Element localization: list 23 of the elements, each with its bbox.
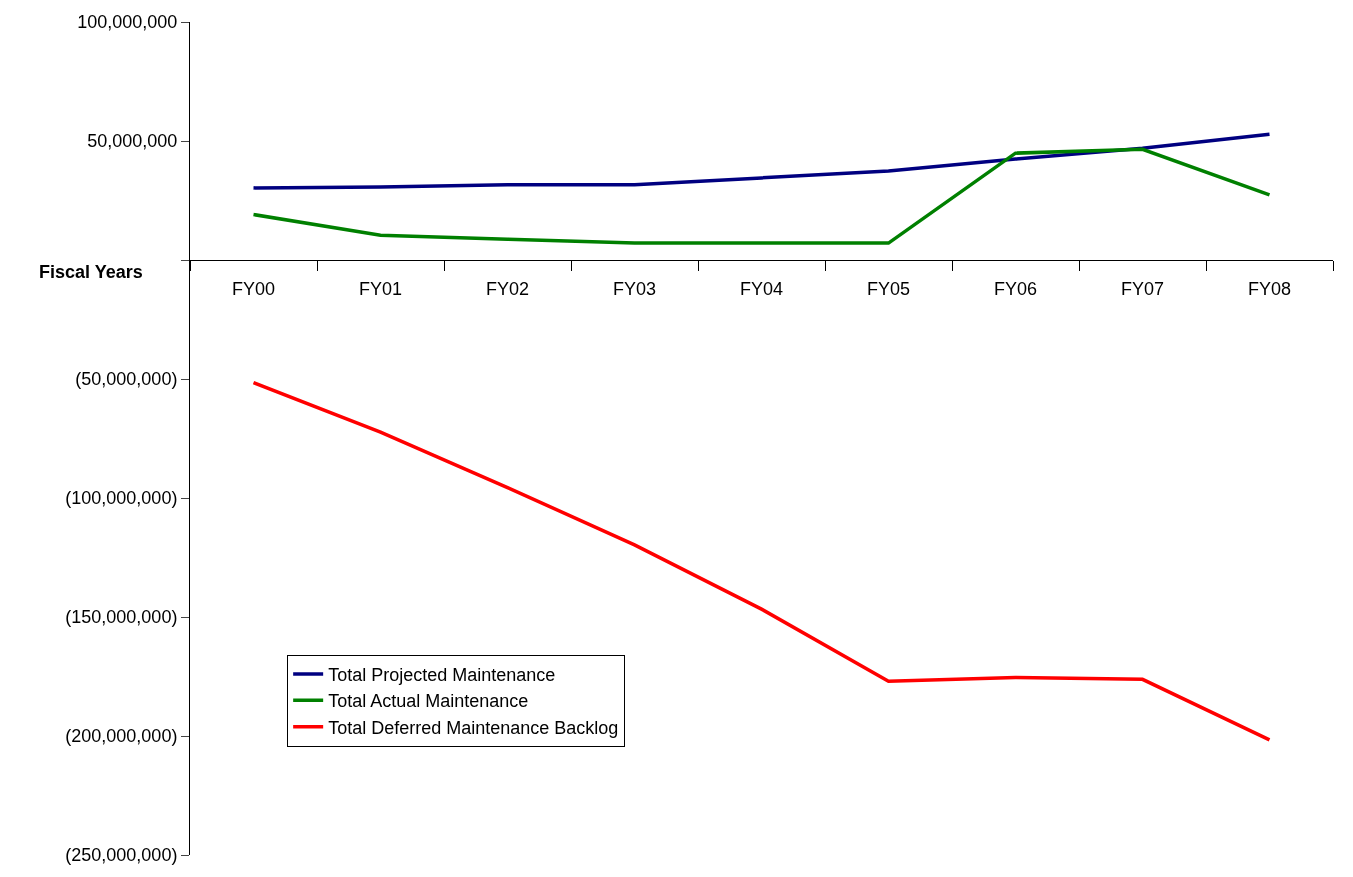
line-series <box>251 132 1272 190</box>
x-tick-label: FY00 <box>231 278 276 299</box>
y-tick-label: (50,000,000) <box>75 369 178 390</box>
x-tick-label: FY04 <box>739 278 784 299</box>
x-tick-label: FY03 <box>612 278 657 299</box>
y-tick-label: 50,000,000 <box>87 131 178 152</box>
y-tick-label: (200,000,000) <box>65 726 178 747</box>
y-tick-label: (100,000,000) <box>65 488 178 509</box>
x-tick-label: FY02 <box>485 278 530 299</box>
x-tick-label: FY05 <box>866 278 911 299</box>
x-tick-label: FY07 <box>1120 278 1165 299</box>
legend-label: Total Actual Maintenance <box>328 691 529 712</box>
x-tick-label: FY01 <box>358 278 403 299</box>
x-tick-label: FY08 <box>1247 278 1292 299</box>
line-series <box>251 147 1272 245</box>
legend-label: Total Projected Maintenance <box>328 664 556 685</box>
y-tick-label: (150,000,000) <box>65 607 178 628</box>
x-axis-title: Fiscal Years <box>39 262 143 282</box>
line-series <box>251 380 1272 742</box>
y-tick-label: 100,000,000 <box>77 12 178 33</box>
y-tick-label: (250,000,000) <box>65 845 178 866</box>
x-tick-label: FY06 <box>993 278 1038 299</box>
legend-label: Total Deferred Maintenance Backlog <box>328 717 619 738</box>
